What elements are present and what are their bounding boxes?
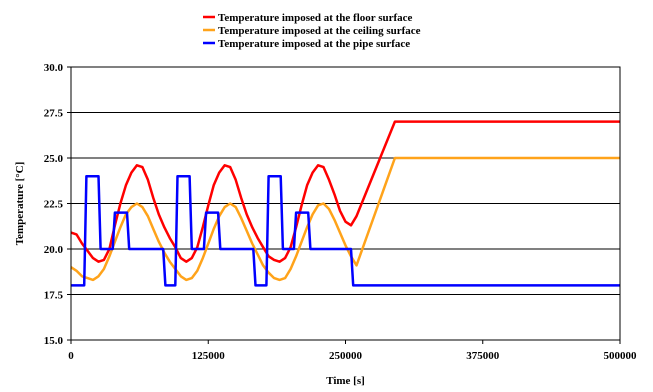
x-tick-label: 125000 — [192, 350, 226, 362]
x-axis-label: Time [s] — [326, 375, 365, 387]
legend: Temperature imposed at the floor surface… — [203, 12, 421, 50]
x-tick-label: 375000 — [466, 350, 500, 362]
x-tick-label: 250000 — [329, 350, 363, 362]
y-axis: 15.0 17.5 20.0 22.5 25.0 27.5 30.0 — [44, 62, 71, 347]
legend-label-2: Temperature imposed at the ceiling surfa… — [218, 25, 421, 37]
series-line-1 — [70, 120, 620, 263]
y-tick-label: 27.5 — [44, 108, 64, 120]
y-tick-label: 25.0 — [44, 153, 64, 165]
x-axis: 0 125000 250000 375000 500000 — [68, 340, 637, 362]
y-tick-label: 15.0 — [44, 335, 64, 347]
series-line-3 — [71, 174, 620, 287]
y-tick-label: 22.5 — [44, 199, 64, 211]
grid — [71, 66, 620, 341]
x-tick-label: 500000 — [604, 350, 638, 362]
legend-label-3: Temperature imposed at the pipe surface — [218, 38, 410, 50]
y-tick-label: 17.5 — [44, 290, 64, 302]
y-tick-label: 20.0 — [44, 244, 64, 256]
x-tick-label: 0 — [68, 350, 74, 362]
series-lines — [70, 120, 620, 287]
legend-label-1: Temperature imposed at the floor surface — [218, 12, 413, 24]
y-tick-label: 30.0 — [44, 62, 64, 74]
y-axis-label: Temperature [°C] — [14, 162, 26, 246]
